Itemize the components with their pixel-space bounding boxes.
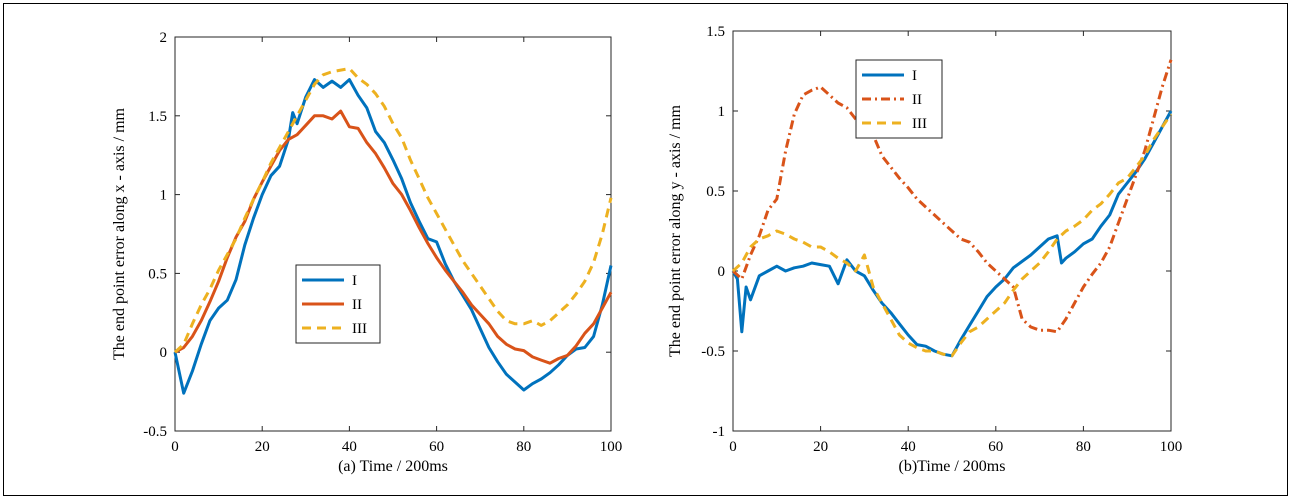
y-tick-label: 0 [718, 264, 726, 280]
x-tick-label: 80 [516, 439, 531, 455]
y-tick-label: -0.5 [701, 344, 725, 360]
x-tick-label: 60 [988, 439, 1003, 455]
legend-label: III [352, 321, 367, 337]
y-tick-label: 1.5 [706, 24, 725, 40]
y-tick-label: -1 [713, 424, 726, 440]
x-tick-label: 60 [429, 439, 444, 455]
y-axis-label: The end point error along y - axis / mm [667, 104, 684, 356]
y-tick-label: 1 [160, 188, 168, 204]
series-line-I [731, 110, 1173, 358]
chart-2: 0 20 40 60 80 100 -1 -0.5 0 0.5 1 1.5 (b)Time / 200m… [667, 24, 1182, 475]
y-tick-label: 2 [160, 30, 168, 46]
y-tick-label: 1 [718, 104, 726, 120]
plot-area [174, 36, 612, 432]
y-axis-label: The end point error along x - axis / mm [111, 107, 128, 359]
x-tick-label: 100 [1160, 439, 1183, 455]
legend-label: III [912, 116, 927, 132]
x-tick-label: 0 [171, 439, 179, 455]
x-tick-label: 40 [901, 439, 916, 455]
legend-label: II [912, 92, 922, 108]
y-tick-label: -0.5 [143, 424, 167, 440]
x-tick-label: 40 [342, 439, 357, 455]
y-tick-label: 0 [160, 345, 168, 361]
x-axis-label: (a) Time / 200ms [338, 458, 448, 475]
y-tick-label: 0.5 [148, 266, 167, 282]
chart-1: 0 20 40 60 80 100-0.500.511.52(a) Time / 200m… [111, 30, 622, 475]
series-line-II [731, 59, 1173, 334]
x-tick-label: 0 [729, 439, 737, 455]
x-tick-label: 80 [1076, 439, 1091, 455]
x-tick-label: 100 [600, 439, 623, 455]
legend-label: I [352, 273, 357, 289]
series-line-I [173, 78, 613, 395]
legend-label: II [352, 297, 362, 313]
figure-frame [3, 3, 1288, 496]
y-tick-label: 1.5 [148, 109, 167, 125]
x-axis-label: (b)Time / 200ms [899, 458, 1006, 475]
series-line-III [173, 67, 613, 354]
x-tick-label: 20 [255, 439, 270, 455]
y-tick-label: 0.5 [706, 184, 725, 200]
x-tick-label: 20 [813, 439, 828, 455]
series-line-III [731, 113, 1173, 358]
legend-label: I [912, 68, 917, 84]
